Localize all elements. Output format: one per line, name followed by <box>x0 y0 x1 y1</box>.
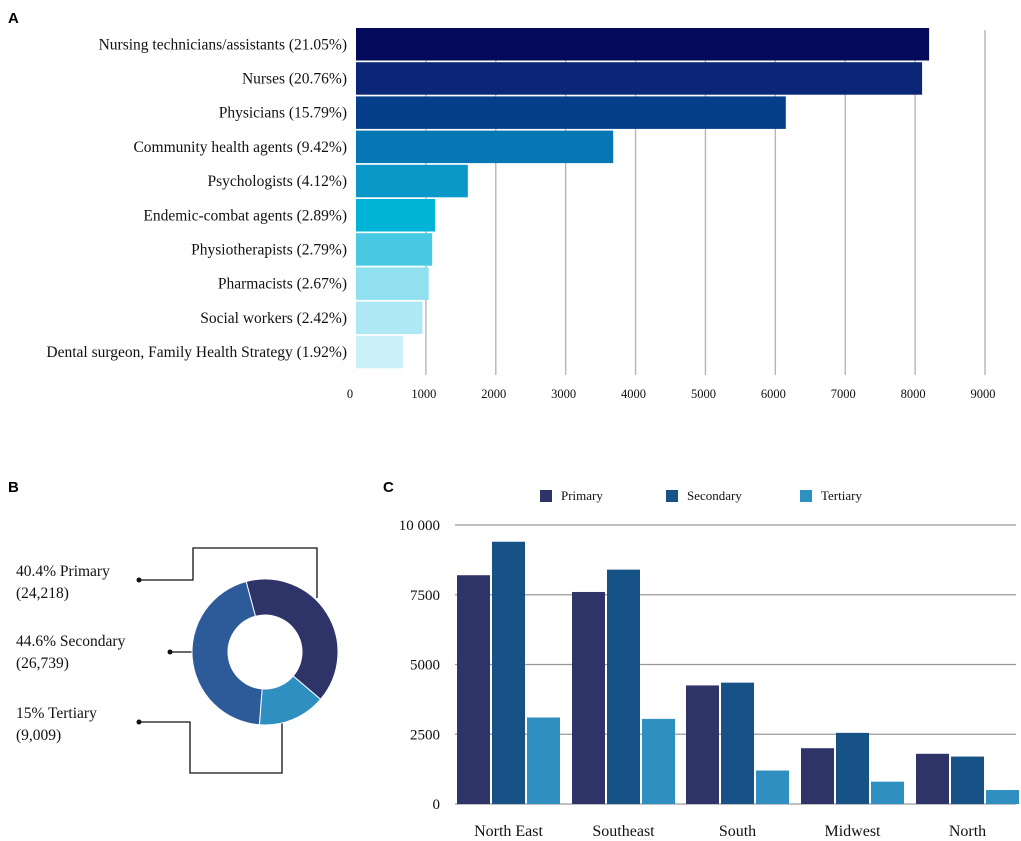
x-tick-label-a: 5000 <box>691 387 716 401</box>
bar-a <box>356 335 403 369</box>
y-tick-label-c: 7500 <box>410 588 440 604</box>
x-category-label-c: North <box>949 823 986 840</box>
x-category-label-c: Southeast <box>592 823 655 840</box>
bar-c-tertiary <box>756 770 789 804</box>
y-tick-label-c: 0 <box>433 797 441 813</box>
category-label-a: Nursing technicians/assistants (21.05%) <box>99 36 347 53</box>
category-label-a: Physiotherapists (2.79%) <box>191 241 347 258</box>
x-tick-label-a: 6000 <box>761 387 786 401</box>
x-tick-label-a: 7000 <box>831 387 856 401</box>
legend-label-tertiary: Tertiary <box>821 488 862 503</box>
bar-a <box>356 130 614 164</box>
bar-c-primary <box>916 753 949 804</box>
bar-a <box>356 267 429 300</box>
x-category-label-c: South <box>719 823 756 840</box>
category-label-a: Physicians (15.79%) <box>219 105 347 122</box>
donut-slice-secondary <box>191 580 263 726</box>
bar-a <box>356 233 433 266</box>
chart-a-horizontal-bar: Nursing technicians/assistants (21.05%) N… <box>46 28 996 401</box>
panel-label-b: B <box>8 479 19 496</box>
category-label-a: Social workers (2.42%) <box>200 310 347 327</box>
donut-label-primary: 40.4% Primary <box>16 563 110 580</box>
bar-c-primary <box>572 591 605 804</box>
bar-c-secondary <box>607 569 640 804</box>
legend-swatch-tertiary <box>800 490 812 502</box>
category-label-a: Dental surgeon, Family Health Strategy (… <box>46 344 347 361</box>
legend-label-secondary: Secondary <box>687 488 742 503</box>
leader-line-tertiary <box>139 712 283 774</box>
x-category-label-c: North East <box>474 823 543 840</box>
bar-a <box>356 28 930 61</box>
bar-c-primary <box>686 685 719 804</box>
donut-label-tertiary: 15% Tertiary <box>16 705 97 722</box>
leader-dot-secondary <box>167 649 173 655</box>
bar-c-tertiary <box>527 717 560 804</box>
category-label-a: Endemic-combat agents (2.89%) <box>143 207 347 224</box>
bar-c-secondary <box>492 541 525 804</box>
donut-count-primary: (24,218) <box>16 585 69 602</box>
legend-swatch-primary <box>540 490 552 502</box>
bar-a <box>356 96 786 129</box>
bar-a <box>356 164 468 198</box>
legend-swatch-secondary <box>666 490 678 502</box>
category-label-a: Psychologists (4.12%) <box>208 173 348 190</box>
bar-a <box>356 199 435 232</box>
x-tick-label-a: 4000 <box>621 387 646 401</box>
y-tick-label-c: 2500 <box>410 727 440 743</box>
category-label-a: Nurses (20.76%) <box>242 70 347 87</box>
donut-count-secondary: (26,739) <box>16 655 69 672</box>
bar-c-tertiary <box>871 781 904 804</box>
x-tick-label-a: 9000 <box>971 387 996 401</box>
chart-c-grouped-bar: 0 2500 5000 7500 10 000 North East Southeast So… <box>399 488 1019 840</box>
category-label-a: Pharmacists (2.67%) <box>218 276 347 293</box>
x-tick-label-a: 8000 <box>901 387 926 401</box>
bar-c-primary <box>457 575 490 804</box>
bar-c-secondary <box>721 682 754 804</box>
donut-label-secondary: 44.6% Secondary <box>16 633 126 650</box>
panel-label-c: C <box>383 479 394 496</box>
chart-b-donut: 40.4% Primary (24,218) 15% Tertiary (9,009)… <box>16 547 339 774</box>
donut-count-tertiary: (9,009) <box>16 727 61 744</box>
y-tick-label-c: 10 000 <box>399 518 440 534</box>
bar-c-tertiary <box>986 790 1019 804</box>
bar-a <box>356 62 923 95</box>
x-tick-label-a: 1000 <box>411 387 436 401</box>
y-tick-label-c: 5000 <box>410 658 440 674</box>
leader-dot-tertiary <box>136 719 142 725</box>
legend-label-primary: Primary <box>561 488 603 503</box>
leader-dot-primary <box>136 577 142 583</box>
bar-c-primary <box>801 748 834 804</box>
panel-label-a: A <box>8 10 19 27</box>
x-category-label-c: Midwest <box>825 823 882 840</box>
bar-c-secondary <box>836 732 869 804</box>
x-tick-label-a: 2000 <box>481 387 506 401</box>
bar-c-tertiary <box>642 718 675 804</box>
category-label-a: Community health agents (9.42%) <box>133 139 347 156</box>
bar-c-secondary <box>951 756 984 804</box>
donut-slice-primary <box>245 578 339 701</box>
bar-a <box>356 301 423 335</box>
x-tick-label-a: 3000 <box>551 387 576 401</box>
x-tick-label-a: 0 <box>347 387 353 401</box>
leader-line-primary <box>139 547 318 598</box>
